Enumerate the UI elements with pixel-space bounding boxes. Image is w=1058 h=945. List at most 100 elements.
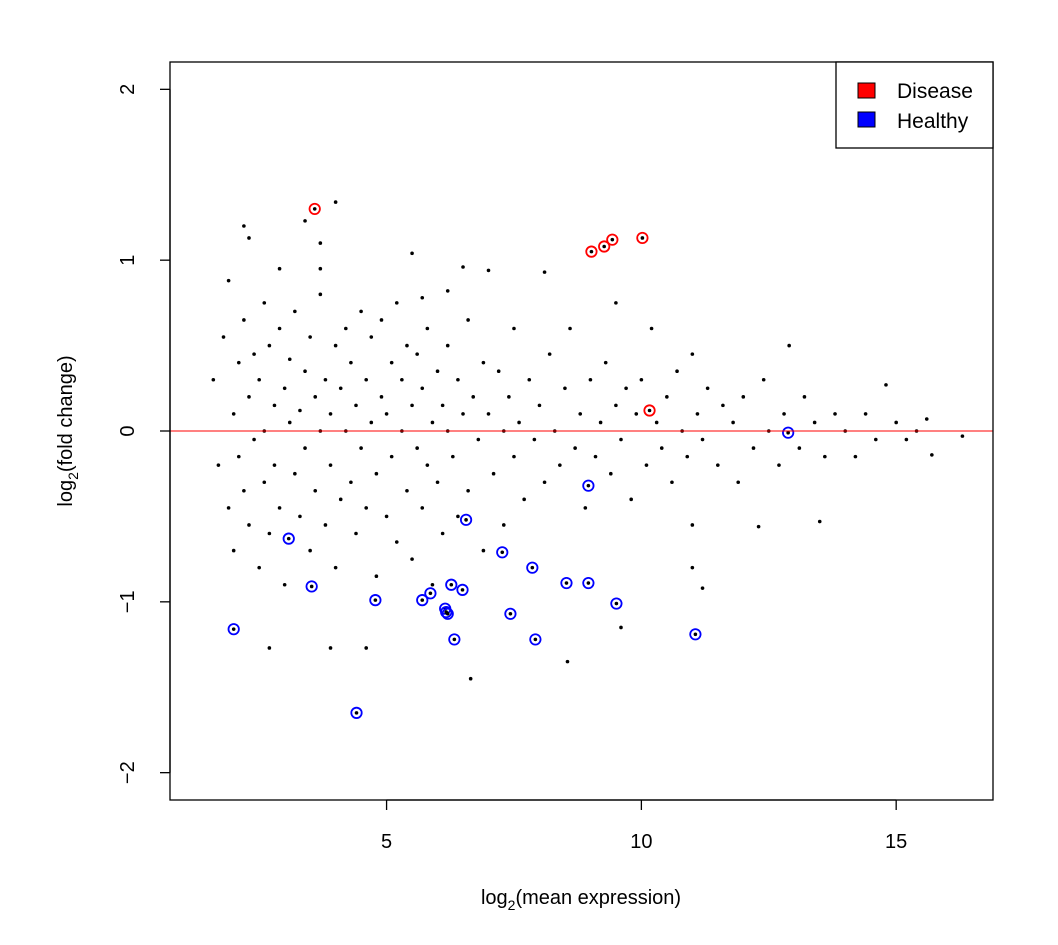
gene-point	[349, 360, 353, 365]
gene-point	[430, 420, 435, 425]
gene-point	[486, 412, 491, 416]
gene-point	[619, 437, 623, 442]
gene-point	[410, 403, 414, 408]
gene-point	[578, 412, 583, 416]
gene-point	[736, 480, 741, 485]
healthy-highlight-circle	[582, 479, 595, 492]
gene-point	[741, 395, 746, 399]
gene-point	[670, 480, 674, 485]
healthy-highlight-circle	[305, 580, 318, 593]
gene-point	[420, 506, 425, 510]
gene-point	[563, 386, 567, 391]
disease-highlight-circle	[606, 233, 619, 246]
gene-point	[564, 581, 569, 585]
gene-point	[512, 454, 516, 459]
disease-highlight-circle	[643, 404, 656, 417]
gene-point	[894, 420, 898, 425]
gene-point	[568, 326, 572, 331]
gene-point	[272, 463, 277, 467]
gene-point	[481, 548, 486, 553]
gene-point	[761, 377, 766, 382]
gene-point	[298, 408, 302, 413]
healthy-highlight-circle	[350, 706, 363, 719]
gene-point	[303, 446, 307, 450]
gene-point	[323, 377, 328, 382]
gene-point	[629, 497, 633, 502]
gene-point	[272, 403, 277, 408]
x-axis-title: log2(mean expression)	[481, 887, 681, 913]
gene-point	[389, 454, 394, 459]
gene-point	[359, 309, 363, 314]
gene-point	[547, 352, 552, 356]
gene-point	[476, 437, 481, 442]
legend-swatch-disease	[857, 82, 876, 99]
gene-point	[420, 295, 425, 300]
gene-point	[277, 266, 282, 271]
healthy-highlight-circle	[526, 561, 539, 574]
y-axis: −2 −1 0 1 2	[117, 84, 171, 784]
gene-point	[542, 480, 547, 485]
gene-point	[338, 497, 343, 502]
gene-point	[456, 377, 460, 382]
gene-point	[647, 408, 652, 413]
x-tick-label: 15	[885, 831, 907, 853]
gene-point	[257, 377, 261, 382]
gene-point	[500, 550, 505, 555]
gene-point	[468, 676, 473, 681]
gene-point	[318, 266, 323, 271]
healthy-highlight-circle	[582, 576, 595, 590]
gene-point	[267, 646, 272, 650]
gene-point	[211, 377, 216, 382]
gene-point	[394, 540, 399, 544]
gene-point	[236, 360, 241, 365]
gene-point	[425, 326, 430, 331]
gene-point	[960, 434, 965, 438]
healthy-highlight-circle	[424, 587, 437, 600]
gene-point	[226, 278, 231, 283]
healthy-highlight-circle	[445, 578, 458, 591]
healthy-highlight-circle	[504, 607, 517, 620]
gene-point	[364, 506, 368, 510]
gene-point	[379, 395, 384, 399]
x-axis-title-rest: (mean expression)	[515, 887, 681, 909]
y-tick-label: 1	[117, 255, 139, 266]
y-axis-title-log: log	[55, 480, 77, 507]
gene-point	[812, 420, 817, 425]
gene-point	[338, 386, 343, 391]
gene-point	[624, 386, 628, 391]
gene-point	[313, 488, 318, 493]
gene-point	[369, 335, 374, 339]
healthy-highlight-circle	[529, 633, 542, 646]
gene-point	[602, 244, 606, 249]
gene-point	[344, 326, 348, 331]
gene-point	[359, 446, 363, 450]
gene-point	[445, 611, 450, 616]
gene-point	[802, 395, 807, 399]
gene-point	[522, 497, 526, 502]
gene-point	[593, 454, 598, 459]
gene-point	[452, 637, 457, 642]
legend-box	[835, 61, 994, 149]
gene-point	[496, 369, 501, 374]
gene-point	[303, 369, 307, 374]
gene-point	[231, 627, 236, 631]
gene-point	[640, 236, 645, 240]
healthy-highlight-circle	[282, 532, 295, 545]
gene-point	[873, 437, 878, 442]
gene-point	[428, 591, 433, 596]
gene-point	[619, 625, 623, 630]
y-tick-label: 0	[117, 425, 139, 436]
gene-point	[690, 523, 695, 527]
gene-point	[558, 463, 562, 467]
gene-point	[405, 343, 409, 348]
gene-point	[787, 343, 791, 348]
gene-point	[415, 446, 419, 450]
gene-point	[716, 463, 720, 467]
gene-point	[435, 369, 440, 374]
gene-point	[379, 318, 384, 322]
y-axis-title-sub: 2	[65, 472, 81, 480]
gene-point	[308, 548, 312, 553]
gene-point	[586, 483, 591, 488]
gene-point	[614, 301, 618, 305]
gene-point	[216, 463, 221, 467]
